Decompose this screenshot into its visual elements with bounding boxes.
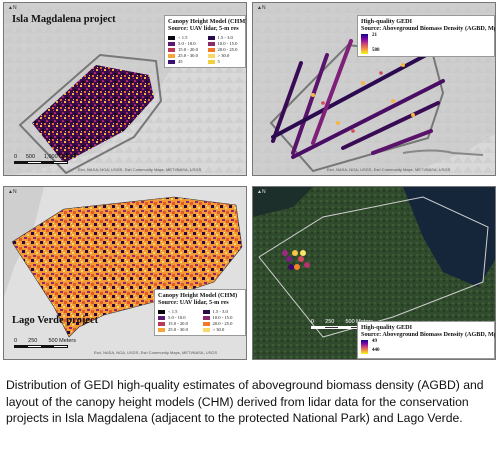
legend-swatch xyxy=(158,310,165,314)
legend-swatch xyxy=(168,54,175,58)
legend-label: 5 xyxy=(217,59,220,64)
legend-swatch xyxy=(202,316,210,320)
legend-swatch xyxy=(158,316,165,320)
legend-swatch xyxy=(202,310,210,314)
legend-item: 10.0 - 15.0 xyxy=(207,41,243,47)
map-panel-isla-magdalena-gedi: ▲N High-quality GEDI Source: Aboveground… xyxy=(252,2,496,176)
legend-label: 15.0 - 20.0 xyxy=(178,47,198,52)
legend-max: 580 xyxy=(372,48,380,53)
map-panel-isla-magdalena-chm: ▲N Isla Magdalena project Canopy Height … xyxy=(3,2,247,176)
legend-swatch xyxy=(207,42,215,46)
legend-swatch xyxy=(168,42,175,46)
legend-min: 21 xyxy=(372,33,377,38)
legend-item: 10.0 - 15.0 xyxy=(202,315,243,321)
legend-swatch xyxy=(207,36,215,40)
gedi-legend: High-quality GEDI Source: Aboveground Bi… xyxy=(357,15,495,57)
legend-max: 440 xyxy=(372,348,380,353)
legend-title: High-quality GEDI xyxy=(361,18,413,25)
legend-label: 5.0 - 10.0 xyxy=(178,41,196,46)
legend-label: > 30.0 xyxy=(217,53,230,58)
map-credit: Esri, NASA, NGA, USGS, Esri Community Ma… xyxy=(78,167,202,172)
legend-swatch xyxy=(158,322,165,326)
legend-label: > 30.0 xyxy=(212,327,225,332)
chm-raster xyxy=(12,197,242,337)
north-arrow-icon: ▲N xyxy=(8,189,17,195)
legend-item: < 1.5 xyxy=(168,35,203,41)
legend-item: 20.0 - 25.0 xyxy=(207,47,243,53)
legend-item: 1.5 - 3.0 xyxy=(202,309,243,315)
legend-swatch xyxy=(207,48,215,52)
project-boundary xyxy=(18,53,163,175)
legend-item: 1.5 - 3.0 xyxy=(207,35,243,41)
legend-label: 25.0 - 30.0 xyxy=(178,53,198,58)
legend-label: 25.0 - 30.0 xyxy=(168,327,188,332)
map-panel-lago-verde-chm: ▲N Canopy Height Model (CHM) Source: UAV… xyxy=(3,186,247,360)
legend-title: Canopy Height Model (CHM) xyxy=(158,292,238,299)
legend-swatch xyxy=(168,36,175,40)
legend-swatch xyxy=(202,328,210,332)
map-credit: Esri, NASA, NGA, USGS, Esri Community Ma… xyxy=(327,167,451,172)
legend-label: < 1.5 xyxy=(168,309,178,314)
legend-swatch xyxy=(168,60,175,64)
legend-label: 5.0 - 10.0 xyxy=(168,315,186,320)
legend-label: 10.0 - 15.0 xyxy=(212,315,233,320)
legend-item: 15.0 - 20.0 xyxy=(158,321,198,327)
project-boundary xyxy=(258,196,489,338)
legend-item: < 1.5 xyxy=(158,309,198,315)
legend-min: 49 xyxy=(372,339,377,344)
panel-title: Lago Verde project xyxy=(12,315,99,326)
north-arrow-icon: ▲N xyxy=(8,5,17,11)
legend-swatch xyxy=(202,322,210,326)
legend-subtitle: Source: Aboveground Biomass Density (AGB… xyxy=(361,25,496,32)
legend-title: High-quality GEDI xyxy=(361,324,413,331)
map-credit: Esri, NASA, NGA, USGS, Esri Community Ma… xyxy=(94,350,218,355)
legend-item: 20.0 - 25.0 xyxy=(202,321,243,327)
legend-swatch xyxy=(207,54,215,58)
legend-item: 25.0 - 30.0 xyxy=(168,53,203,59)
legend-item: 5.0 - 10.0 xyxy=(168,41,203,47)
north-arrow-icon: ▲N xyxy=(257,5,266,11)
north-arrow-icon: ▲N xyxy=(257,189,266,195)
legend-label: 1.5 - 3.0 xyxy=(212,309,228,314)
legend-item: 25.0 - 30.0 xyxy=(158,327,198,333)
panel-title: Isla Magdalena project xyxy=(12,14,116,25)
legend-label: 1.5 - 3.0 xyxy=(217,35,233,40)
figure-caption: Distribution of GEDI high-quality estima… xyxy=(6,378,484,425)
agbd-color-ramp xyxy=(361,340,368,354)
chm-raster xyxy=(32,65,154,163)
legend-label: 45 xyxy=(178,59,183,64)
legend-item: 15.0 - 20.0 xyxy=(168,47,203,53)
legend-swatch xyxy=(168,48,175,52)
legend-subtitle: Source: UAV lidar, 5-m res xyxy=(168,25,239,32)
legend-label: 15.0 - 20.0 xyxy=(168,321,188,326)
chm-legend: Canopy Height Model (CHM) Source: UAV li… xyxy=(154,289,246,336)
legend-subtitle: Source: UAV lidar, 5-m res xyxy=(158,299,229,306)
legend-item: > 30.0 xyxy=(202,327,243,333)
legend-item: 45 xyxy=(168,59,203,65)
scale-bar: 0 500 1,000 Meters xyxy=(14,153,76,164)
legend-swatch xyxy=(207,60,215,64)
legend-label: 20.0 - 25.0 xyxy=(212,321,233,326)
legend-item: 5.0 - 10.0 xyxy=(158,315,198,321)
chm-legend: Canopy Height Model (CHM) Source: UAV li… xyxy=(164,15,246,68)
legend-title: Canopy Height Model (CHM) xyxy=(168,18,247,25)
legend-label: 20.0 - 25.0 xyxy=(217,47,238,52)
legend-subtitle: Source: Aboveground Biomass Density (AGB… xyxy=(361,331,496,338)
legend-swatch xyxy=(158,328,165,332)
agbd-color-ramp xyxy=(361,34,368,54)
legend-item: > 30.0 xyxy=(207,53,243,59)
legend-item: 5 xyxy=(207,59,243,65)
legend-label: < 1.5 xyxy=(178,35,188,40)
gedi-legend: High-quality GEDI Source: Aboveground Bi… xyxy=(357,321,495,359)
legend-label: 10.0 - 15.0 xyxy=(217,41,238,46)
